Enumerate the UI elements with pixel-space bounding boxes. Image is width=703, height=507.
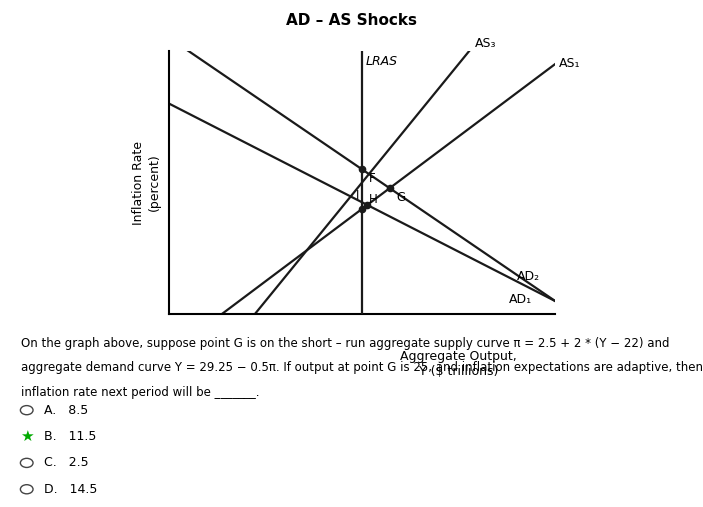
- Text: A.   8.5: A. 8.5: [44, 404, 88, 417]
- Text: On the graph above, suppose point G is on the short – run aggregate supply curve: On the graph above, suppose point G is o…: [21, 337, 669, 350]
- Y-axis label: Inflation Rate
(percent): Inflation Rate (percent): [132, 140, 160, 225]
- Text: ★: ★: [20, 429, 34, 444]
- Text: D.   14.5: D. 14.5: [44, 483, 97, 496]
- Text: inflation rate next period will be _______.: inflation rate next period will be _____…: [21, 386, 259, 399]
- Text: I: I: [356, 189, 359, 202]
- Text: AD₁: AD₁: [509, 293, 532, 306]
- Text: aggregate demand curve Y = 29.25 − 0.5π. If output at point G is 25, and inflati: aggregate demand curve Y = 29.25 − 0.5π.…: [21, 361, 703, 375]
- Text: Aggregate Output,
Y ($ trillions): Aggregate Output, Y ($ trillions): [400, 350, 517, 378]
- Text: F: F: [369, 172, 375, 185]
- Text: AD₂: AD₂: [517, 270, 540, 282]
- Text: C.   2.5: C. 2.5: [44, 456, 88, 469]
- Text: B.   11.5: B. 11.5: [44, 430, 96, 443]
- Text: AS₃: AS₃: [475, 37, 497, 50]
- Text: AD – AS Shocks: AD – AS Shocks: [286, 13, 417, 28]
- Text: H: H: [369, 193, 378, 206]
- Text: AS₁: AS₁: [560, 57, 581, 70]
- Text: LRAS: LRAS: [366, 55, 398, 67]
- Text: G: G: [396, 191, 406, 204]
